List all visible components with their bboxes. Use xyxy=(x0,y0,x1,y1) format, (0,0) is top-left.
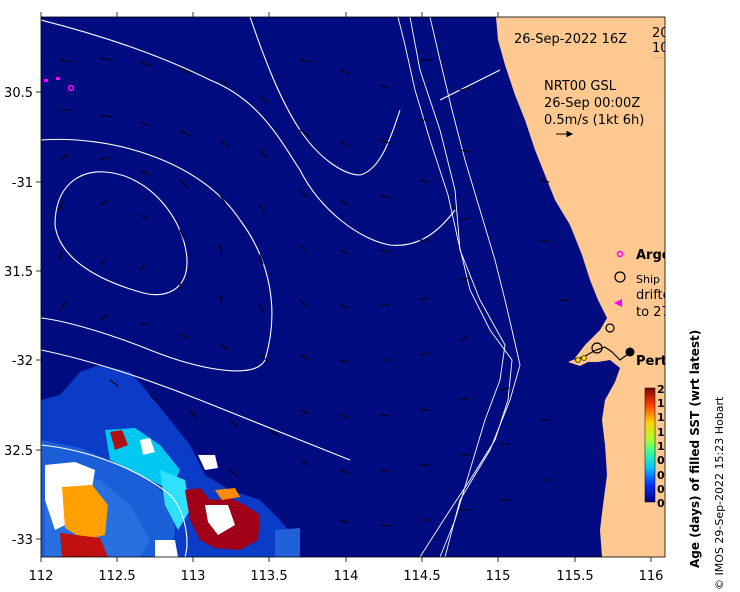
svg-text:31.5: 31.5 xyxy=(4,265,33,280)
depth-contours xyxy=(397,17,521,557)
perth-marker xyxy=(625,347,635,357)
drifter-legend-line1: drifters@6h xyxy=(636,288,712,303)
model-time: 26-Sep 00:00Z xyxy=(544,96,640,111)
svg-text:0.25: 0.25 xyxy=(657,483,684,496)
credit-text: © IMOS 29-Sep-2022 15:23 Hobart xyxy=(713,396,726,590)
model-name: NRT00 GSL xyxy=(544,79,617,94)
drifter-legend-icon xyxy=(614,299,622,307)
svg-text:0.5: 0.5 xyxy=(657,469,677,482)
depth-legend-1000m: 1000m xyxy=(652,41,698,56)
drifter-markers xyxy=(575,355,587,363)
sst-age-patches xyxy=(41,365,300,557)
svg-text:1: 1 xyxy=(657,440,665,453)
sea-level-contours xyxy=(41,17,501,557)
current-vectors xyxy=(59,57,570,527)
argo-legend-label: Argo xyxy=(636,248,671,263)
scale-arrow xyxy=(556,130,574,138)
svg-text:0.75: 0.75 xyxy=(657,454,684,467)
svg-text:116: 116 xyxy=(639,569,664,584)
land-area xyxy=(496,17,665,557)
ship-legend-icon xyxy=(614,271,626,283)
argo-floats xyxy=(44,77,75,92)
y-axis xyxy=(36,91,41,540)
map-title: 26-Sep-2022 16Z xyxy=(514,32,627,47)
plot-frame xyxy=(40,16,666,558)
drifter-legend-line2: to 27/09 12Z xyxy=(636,305,720,320)
svg-text:-31: -31 xyxy=(12,176,33,191)
ship-legend-label: Ship xyxy=(636,273,660,286)
x-tick-labels: 112 112.5 113 113.5 114 114.5 115 115.5 … xyxy=(29,569,664,584)
model-scale: 0.5m/s (1kt 6h) xyxy=(544,113,644,128)
svg-text:112.5: 112.5 xyxy=(98,569,135,584)
depth-legend-200m: 200m xyxy=(652,26,689,41)
y-tick-labels: 30.5 -31 31.5 -32 32.5 -33 xyxy=(4,86,33,548)
svg-text:114: 114 xyxy=(334,569,359,584)
svg-text:2: 2 xyxy=(657,383,665,396)
svg-text:32.5: 32.5 xyxy=(4,444,33,459)
svg-text:1.75: 1.75 xyxy=(657,397,684,410)
svg-text:112: 112 xyxy=(29,569,54,584)
svg-text:113.5: 113.5 xyxy=(250,569,287,584)
svg-text:30.5: 30.5 xyxy=(4,86,33,101)
svg-text:1.25: 1.25 xyxy=(657,426,684,439)
svg-text:1.5: 1.5 xyxy=(657,411,677,424)
colorbar xyxy=(644,387,656,503)
svg-text:0: 0 xyxy=(657,497,665,510)
svg-text:-32: -32 xyxy=(12,354,33,369)
svg-text:113: 113 xyxy=(181,569,206,584)
colorbar-label: Age (days) of filled SST (wrt latest) xyxy=(688,329,702,568)
perth-label: Perth xyxy=(636,354,676,369)
svg-text:115.5: 115.5 xyxy=(556,569,593,584)
colorbar-ticks: 2 1.75 1.5 1.25 1 0.75 0.5 0.25 0 xyxy=(657,383,684,510)
svg-text:114.5: 114.5 xyxy=(403,569,440,584)
x-axis xyxy=(40,12,652,562)
svg-text:115: 115 xyxy=(486,569,511,584)
argo-legend-icon xyxy=(616,250,624,258)
svg-text:-33: -33 xyxy=(12,533,33,548)
